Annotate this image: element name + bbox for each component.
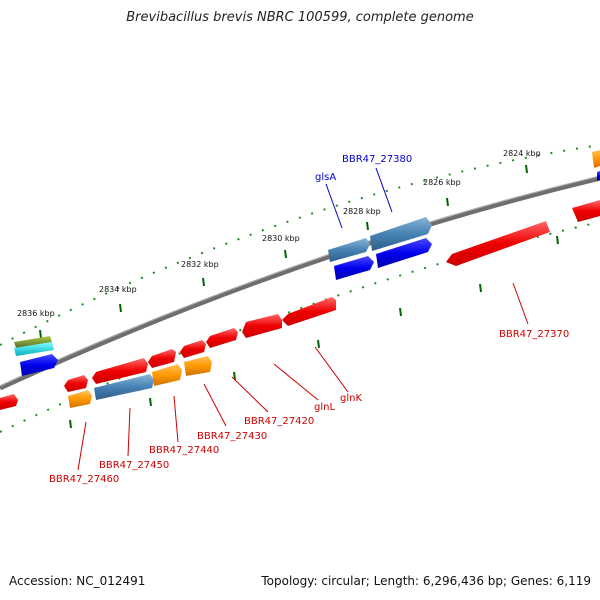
- gene-label[interactable]: glnK: [340, 393, 362, 404]
- gene-features[interactable]: [0, 150, 600, 410]
- gene-label[interactable]: glnL: [314, 402, 335, 413]
- gene-red-g[interactable]: [64, 375, 88, 392]
- scale-label: 2834 kbp: [99, 285, 137, 294]
- gene-orange-27460[interactable]: [68, 390, 92, 408]
- gene-label[interactable]: BBR47_27460: [49, 474, 119, 485]
- gene-glsa[interactable]: [328, 238, 370, 262]
- scale-label: 2826 kbp: [423, 178, 461, 187]
- gene-label[interactable]: BBR47_27440: [149, 445, 219, 456]
- genome-backbone: [0, 175, 600, 391]
- gene-olive[interactable]: [14, 336, 52, 348]
- gene-cyan[interactable]: [14, 342, 54, 356]
- gene-red-f[interactable]: [92, 358, 148, 384]
- outer-tick-ring: [0, 144, 600, 346]
- gene-labels: BBR47_27380 glsA BBR47_27370 glnK glnL B…: [49, 154, 569, 485]
- gene-orange-27430[interactable]: [184, 356, 212, 376]
- gene-blue-edge[interactable]: [597, 171, 600, 181]
- gene-label[interactable]: glsA: [315, 172, 336, 183]
- map-title: Brevibacillus brevis NBRC 100599, comple…: [126, 10, 474, 25]
- gene-label[interactable]: BBR47_27450: [99, 460, 169, 471]
- gene-red-c[interactable]: [206, 328, 238, 348]
- gene-blue-2[interactable]: [334, 256, 374, 280]
- genome-summary-text: Topology: circular; Length: 6,296,436 bp…: [261, 574, 591, 588]
- accession-text: Accession: NC_012491: [9, 574, 146, 588]
- gene-orange-edge[interactable]: [592, 150, 600, 168]
- gene-red-a[interactable]: [282, 297, 336, 326]
- gene-label[interactable]: BBR47_27380: [342, 154, 412, 165]
- gene-blue-left[interactable]: [20, 354, 58, 376]
- scale-label: 2832 kbp: [181, 260, 219, 269]
- scale-label: 2828 kbp: [343, 207, 381, 216]
- gene-label[interactable]: BBR47_27370: [499, 329, 569, 340]
- gene-blue-1[interactable]: [376, 238, 432, 268]
- gene-label[interactable]: BBR47_27420: [244, 416, 314, 427]
- scale-label: 2830 kbp: [262, 234, 300, 243]
- label-leaders: [77, 167, 529, 471]
- gene-label[interactable]: BBR47_27430: [197, 431, 267, 442]
- scale-labels: 2824 kbp 2826 kbp 2828 kbp 2830 kbp 2832…: [17, 149, 541, 318]
- gene-steel-27450[interactable]: [94, 374, 154, 400]
- scale-label: 2824 kbp: [503, 149, 541, 158]
- gene-red-h[interactable]: [0, 394, 18, 410]
- major-ticks: [39, 164, 559, 429]
- gene-orange-27440[interactable]: [152, 364, 182, 386]
- gene-red-e[interactable]: [148, 349, 176, 368]
- gene-red-edge[interactable]: [572, 200, 600, 222]
- scale-label: 2836 kbp: [17, 309, 55, 318]
- gene-bbr47-27370[interactable]: [446, 221, 550, 266]
- gene-bbr47-27380[interactable]: [370, 217, 432, 251]
- gene-red-d[interactable]: [180, 340, 206, 358]
- gene-red-b[interactable]: [242, 314, 282, 338]
